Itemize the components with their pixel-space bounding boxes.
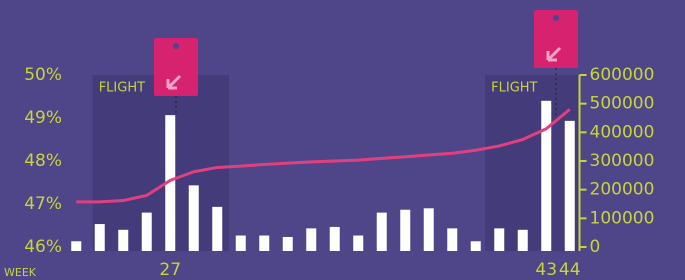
y-tick-label: 48%	[24, 151, 62, 171]
y2-tick-label: 400000	[590, 122, 655, 142]
bar	[494, 228, 504, 251]
y-tick-label: 50%	[24, 65, 62, 85]
bar	[424, 208, 434, 251]
bar	[189, 185, 199, 251]
flight-band	[93, 75, 229, 251]
x-axis-label: WEEK	[4, 266, 37, 279]
bar	[306, 228, 316, 251]
y2-tick-label: 200000	[590, 180, 655, 200]
tag-hole	[553, 15, 559, 21]
y-tick-label: 46%	[24, 237, 62, 257]
bar	[212, 207, 222, 251]
y2-tick-label: 300000	[590, 151, 655, 171]
bar	[95, 224, 105, 251]
tag-hole	[173, 43, 179, 49]
x-tick-label: 27	[159, 260, 181, 280]
flight-label: FLIGHT	[99, 81, 145, 96]
x-tick-label: 43	[535, 260, 557, 280]
x-tick-label: 44	[559, 260, 581, 280]
y2-tick-label: 600000	[590, 65, 655, 85]
bar	[447, 228, 457, 251]
flight-label: FLIGHT	[491, 81, 537, 96]
y2-tick-label: 500000	[590, 94, 655, 114]
chart: FLIGHT FLIGHT WEEK 46% 47% 48% 49% 50% 0 100000…	[0, 0, 685, 280]
bar	[377, 213, 387, 251]
bar	[541, 101, 551, 251]
bar	[259, 236, 269, 251]
bar	[353, 236, 363, 251]
bar	[400, 210, 410, 251]
bar	[518, 230, 528, 251]
bar	[71, 241, 81, 251]
y2-tick-label: 100000	[590, 208, 655, 228]
y2-tick-label: 0	[590, 237, 601, 257]
bar	[471, 241, 481, 251]
y-tick-label: 49%	[24, 108, 62, 128]
y-tick-label: 47%	[24, 194, 62, 214]
bar	[236, 236, 246, 251]
bar	[565, 121, 575, 251]
bar	[283, 237, 293, 251]
bar	[142, 213, 152, 251]
bar	[118, 230, 128, 251]
bar	[330, 227, 340, 251]
